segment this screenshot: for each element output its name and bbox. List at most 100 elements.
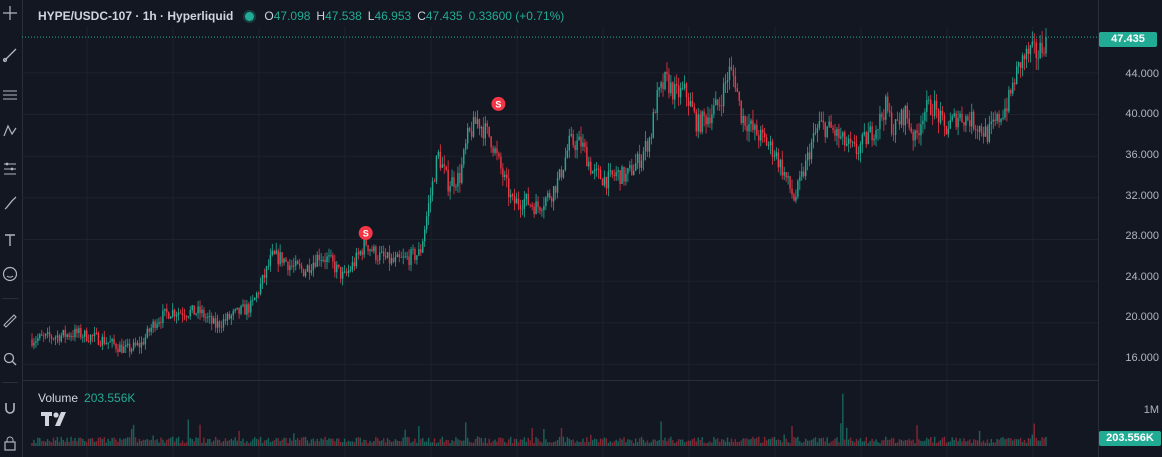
candle-body	[767, 145, 770, 146]
candle-body	[263, 275, 266, 278]
volume-bar	[300, 437, 303, 446]
volume-bar	[879, 443, 881, 446]
volume-bar	[459, 440, 461, 446]
text-icon[interactable]	[0, 229, 20, 251]
candle-body	[72, 336, 74, 338]
volume-bar	[955, 437, 957, 446]
candle-body	[836, 128, 838, 136]
volume-bar	[85, 442, 88, 446]
zoom-icon[interactable]	[0, 348, 20, 370]
candle-body	[423, 229, 426, 242]
volume-bar	[892, 438, 895, 446]
ruler-icon[interactable]	[0, 310, 20, 332]
candle-body	[35, 341, 37, 343]
price-scale[interactable]: 44.000 40.000 36.000 32.000 28.000 24.00…	[1098, 0, 1162, 457]
candle-body	[830, 121, 832, 128]
candle-body	[986, 126, 989, 142]
volume-bar	[472, 442, 475, 446]
candle-body	[607, 171, 610, 189]
volume-bar	[457, 439, 459, 446]
candle-body	[851, 142, 854, 143]
volume-bar	[508, 439, 510, 446]
candle-body	[476, 119, 479, 124]
volume-bar	[404, 429, 406, 446]
candlestick-chart[interactable]: SS	[22, 0, 1098, 457]
crosshair-icon[interactable]	[0, 2, 20, 24]
candle-body	[580, 136, 582, 147]
volume-bar	[554, 441, 557, 446]
forecast-icon[interactable]	[0, 158, 20, 180]
volume-bar	[863, 441, 866, 446]
volume-badge: 203.556K	[1099, 431, 1161, 446]
candle-body	[111, 338, 113, 342]
pattern-icon[interactable]	[0, 120, 20, 142]
candle-body	[744, 115, 746, 126]
candle-body	[746, 125, 748, 132]
candle-body	[50, 336, 53, 339]
candle-body	[804, 160, 807, 177]
close-value: 47.435	[425, 9, 463, 23]
candle-body	[949, 120, 951, 129]
volume-bar	[658, 439, 660, 446]
volume-bar	[205, 442, 207, 446]
candle-body	[390, 258, 393, 264]
volume-bar	[631, 440, 633, 446]
candle-body	[302, 269, 305, 277]
candle-body	[318, 254, 320, 261]
volume-bar	[302, 437, 305, 446]
lock-icon[interactable]	[0, 432, 20, 454]
candle-body	[965, 116, 967, 126]
candle-body	[640, 160, 643, 168]
volume-bar	[351, 441, 354, 446]
candle-body	[64, 330, 66, 337]
candle-body	[207, 316, 209, 318]
candle-body	[611, 170, 613, 175]
volume-bar	[996, 439, 998, 446]
volume-bar	[812, 438, 815, 446]
volume-bar	[279, 441, 281, 446]
volume-bar	[888, 439, 891, 446]
candle-body	[293, 265, 295, 267]
candle-body	[922, 120, 924, 125]
candle-body	[1010, 89, 1012, 94]
toolbar-divider	[2, 382, 18, 383]
candle-body	[97, 333, 100, 345]
candle-body	[295, 260, 297, 266]
candle-body	[43, 335, 45, 337]
candle-body	[777, 152, 780, 168]
volume-bar	[758, 436, 760, 446]
candle-body	[556, 178, 559, 193]
volume-bar	[947, 442, 950, 446]
volume-bar	[490, 442, 492, 446]
candle-body	[572, 134, 574, 146]
brush-icon[interactable]	[0, 192, 20, 214]
volume-bar	[33, 439, 35, 446]
volume-bar	[312, 438, 315, 446]
volume-bar	[550, 442, 553, 446]
volume-bar	[590, 434, 592, 446]
candle-body	[543, 205, 545, 211]
symbol-title[interactable]: HYPE/USDC-107 · 1h · Hyperliquid	[38, 9, 234, 23]
volume-bar	[1014, 438, 1016, 446]
volume-bar	[908, 438, 910, 446]
fib-retracement-icon[interactable]	[0, 84, 20, 106]
volume-bar	[873, 441, 875, 446]
volume-bar	[306, 440, 309, 446]
trend-line-icon[interactable]	[0, 44, 20, 66]
candle-body	[142, 342, 145, 345]
emoji-icon[interactable]	[0, 263, 20, 285]
magnet-icon[interactable]	[0, 398, 20, 420]
volume-bar	[466, 437, 469, 446]
volume-bar	[711, 442, 713, 446]
volume-bar	[803, 441, 805, 446]
candle-body	[115, 343, 117, 349]
volume-bar	[62, 439, 64, 446]
volume-bar	[257, 439, 260, 446]
tradingview-logo-icon[interactable]	[40, 410, 72, 430]
candle-body	[121, 344, 123, 353]
sell-signal-dot	[358, 226, 373, 241]
volume-bar	[982, 440, 985, 446]
volume-bar	[720, 439, 723, 446]
volume-bar	[969, 439, 971, 446]
candle-body	[506, 174, 508, 179]
